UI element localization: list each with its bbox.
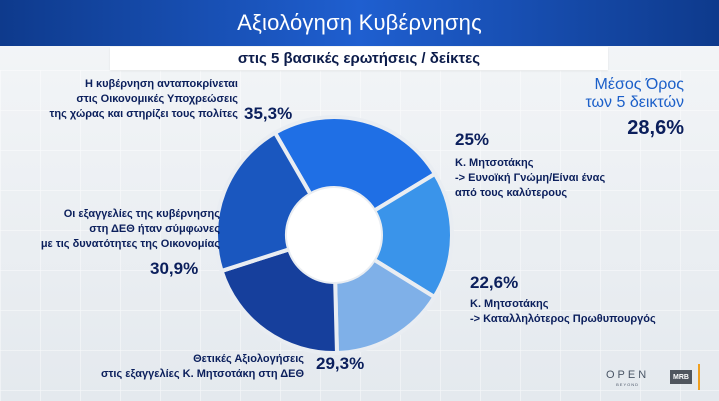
segment-label-4-line-2: στη ΔΕΘ ήταν σύμφωνες (89, 223, 220, 235)
donut-hole (287, 188, 381, 282)
segment-label-3-line-1: Θετικές Αξιολογήσεις (193, 353, 304, 365)
segment-pct-1: 25% (455, 130, 490, 149)
average-label: Μέσος Όρος των 5 δεικτών (524, 76, 684, 112)
chart-title: Αξιολόγηση Κυβέρνησης (237, 10, 482, 35)
segment-label-1: Κ. Μητσοτάκης -> Ευνοϊκή Γνώμη/Είναι ένα… (455, 156, 665, 201)
average-label-line-1: Μέσος Όρος (594, 76, 685, 93)
segment-label-0-line-3: της χώρας και στηρίζει τους πολίτες (49, 108, 238, 120)
segment-label-0-line-2: στις Οικονομικές Υποχρεώσεις (76, 93, 238, 105)
segment-label-1-line-3: από τους καλύτερους (455, 187, 568, 199)
open-logo-tagline: BEYOND (616, 382, 640, 387)
segment-label-3-line-2: στις εξαγγελίες Κ. Μητσοτάκη στη ΔΕΘ (101, 368, 304, 380)
mrb-logo: MRB (670, 370, 692, 384)
chart-subtitle: στις 5 βασικές ερωτήσεις / δείκτες (237, 50, 481, 67)
subtitle-bar: στις 5 βασικές ερωτήσεις / δείκτες (110, 47, 608, 70)
segment-pct-4: 30,9% (150, 259, 199, 278)
title-bar: Αξιολόγηση Κυβέρνησης (0, 0, 719, 46)
segment-label-1-line-2: -> Ευνοϊκή Γνώμη/Είναι ένας (455, 172, 606, 184)
segment-label-2-line-2: -> Καταλληλότερος Πρωθυπουργός (470, 313, 656, 325)
segment-label-4-line-3: με τις δυνατότητες της Οικονομίας (40, 238, 220, 250)
open-logo: OPEN BEYOND (606, 370, 649, 390)
segment-pct-2: 22,6% (470, 273, 519, 292)
segment-label-4: Οι εξαγγελίες της κυβέρνησης στη ΔΕΘ ήτα… (10, 207, 220, 252)
average-value: 28,6% (627, 117, 684, 139)
segment-label-3: Θετικές Αξιολογήσεις στις εξαγγελίες Κ. … (74, 352, 304, 382)
segment-label-0: Η κυβέρνηση ανταποκρίνεται στις Οικονομι… (18, 77, 238, 122)
logo-divider (698, 364, 700, 390)
segment-label-1-line-1: Κ. Μητσοτάκης (455, 157, 534, 169)
segment-pct-3: 29,3% (316, 354, 365, 373)
segment-label-2-line-1: Κ. Μητσοτάκης (470, 298, 549, 310)
segment-pct-0: 35,3% (244, 104, 293, 123)
segment-label-4-line-1: Οι εξαγγελίες της κυβέρνησης (63, 208, 220, 220)
segment-label-0-line-1: Η κυβέρνηση ανταποκρίνεται (85, 78, 238, 90)
open-logo-text: OPEN (606, 369, 650, 381)
average-label-line-2: των 5 δεικτών (585, 94, 684, 111)
segment-label-2: Κ. Μητσοτάκης -> Καταλληλότερος Πρωθυπου… (470, 297, 690, 327)
